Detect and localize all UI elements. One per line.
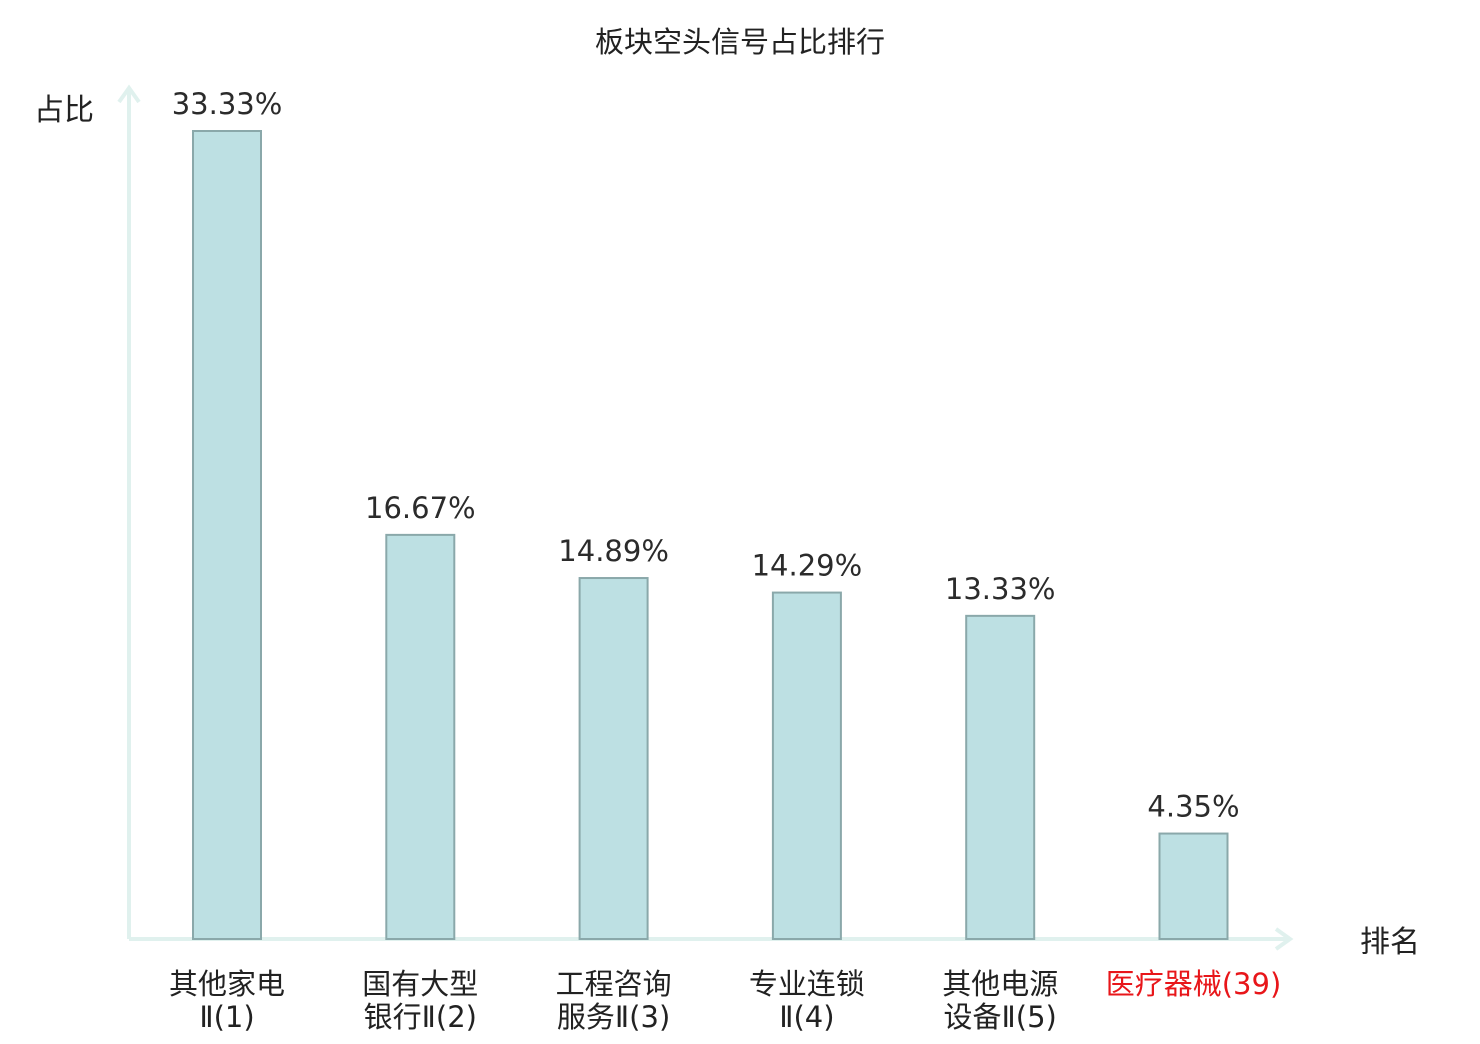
category-tick-label: 其他电源 [942,967,1058,1001]
chart-title: 板块空头信号占比排行 [595,25,885,59]
bar [385,533,456,940]
category-tick-label: 医疗器械(39) [1106,967,1282,1001]
x-axis-label: 排名 [1360,925,1420,960]
bar-value-label: 4.35% [1147,790,1239,824]
x-axis-arrow [1274,927,1294,951]
bar-value-label: 14.89% [558,534,669,568]
y-axis-label: 占比 [34,93,94,128]
axes [117,84,1294,951]
category-tick-label: 设备Ⅱ(5) [944,1000,1057,1034]
bar [965,614,1036,941]
category-tick-label: 银行Ⅱ(2) [364,1000,477,1034]
bar-value-label: 33.33% [172,87,283,121]
category-tick-label: 工程咨询 [556,967,672,1001]
bar-value-label: 14.29% [752,549,863,583]
bar [1158,832,1229,941]
bar [771,591,842,940]
y-axis-arrow [117,84,141,104]
bar [578,577,649,940]
bar-value-label: 13.33% [945,572,1056,606]
bar [192,130,262,940]
category-tick-label: 服务Ⅱ(3) [557,1000,670,1034]
bars-group [192,130,1229,941]
category-tick-label: 专业连锁 [749,967,865,1001]
value-labels-group: 33.33% 16.67% 14.89% 14.29% 13.33% 4.35% [172,87,1240,824]
category-tick-label: Ⅱ(1) [199,1000,254,1034]
category-tick-label: Ⅱ(4) [779,1000,834,1034]
category-tick-label: 其他家电 [169,967,285,1001]
bar-value-label: 16.67% [365,491,476,525]
category-tick-label: 国有大型 [362,967,478,1001]
